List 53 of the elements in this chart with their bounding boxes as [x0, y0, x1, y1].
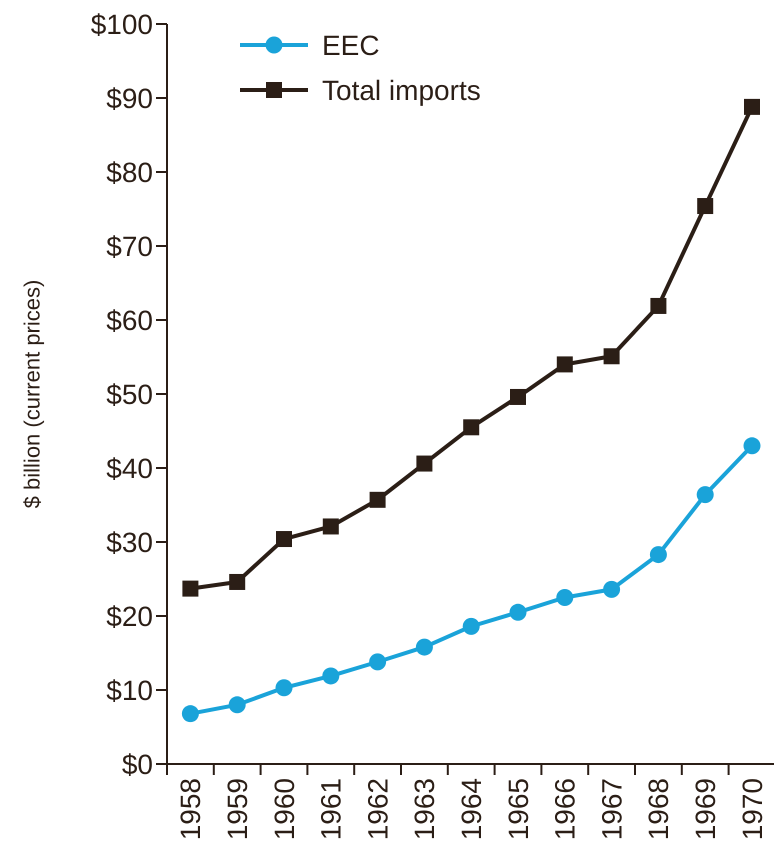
- point: [556, 356, 573, 372]
- point: [744, 98, 760, 115]
- point: [510, 604, 526, 621]
- x-tick-label: 1968: [643, 778, 674, 840]
- x-tick-label: 1959: [222, 778, 253, 840]
- y-tick-label: $30: [106, 526, 153, 558]
- point: [276, 531, 292, 548]
- point: [697, 198, 714, 214]
- y-tick-label: $100: [90, 8, 153, 40]
- x-tick-label: 1961: [316, 778, 347, 840]
- y-tick-label: $90: [106, 82, 153, 114]
- point: [322, 518, 339, 534]
- point: [744, 437, 760, 454]
- x-tick-label: 1964: [456, 778, 487, 840]
- point: [463, 419, 480, 436]
- point: [182, 580, 198, 597]
- y-tick-label: $20: [106, 600, 153, 632]
- point: [229, 574, 246, 590]
- point: [276, 679, 292, 696]
- point: [510, 388, 526, 405]
- y-tick-label: $0: [122, 748, 153, 780]
- point: [462, 618, 480, 635]
- x-tick-label: 1963: [409, 778, 440, 840]
- point: [416, 456, 432, 472]
- point: [603, 580, 620, 598]
- x-tick-label: 1969: [690, 778, 721, 840]
- x-tick-label: 1962: [362, 778, 394, 840]
- x-tick-label: 1965: [502, 778, 534, 840]
- x-tick-label: 1966: [550, 778, 581, 840]
- x-tick-label: 1970: [736, 778, 768, 840]
- y-tick-label: $80: [106, 156, 153, 188]
- point: [556, 589, 574, 606]
- legend-label: Total imports: [322, 74, 481, 106]
- point: [228, 696, 246, 714]
- y-tick-label: $50: [106, 378, 153, 410]
- point: [650, 298, 666, 314]
- point: [182, 705, 199, 722]
- point: [322, 667, 340, 684]
- x-tick-label: 1958: [175, 778, 206, 840]
- y-tick-label: $40: [106, 452, 153, 484]
- y-tick-label: $70: [106, 230, 153, 262]
- x-tick-label: 1960: [268, 778, 300, 840]
- legend-label: EEC: [322, 30, 380, 61]
- y-tick-label: $60: [106, 304, 153, 336]
- y-tick-label: $10: [106, 674, 153, 706]
- point: [604, 348, 620, 364]
- point: [416, 638, 433, 656]
- point: [696, 486, 714, 504]
- point: [370, 492, 386, 508]
- point: [650, 546, 667, 564]
- y-axis-title: $ billion (current prices): [20, 280, 45, 508]
- point: [369, 653, 386, 670]
- x-tick-label: 1967: [596, 778, 628, 840]
